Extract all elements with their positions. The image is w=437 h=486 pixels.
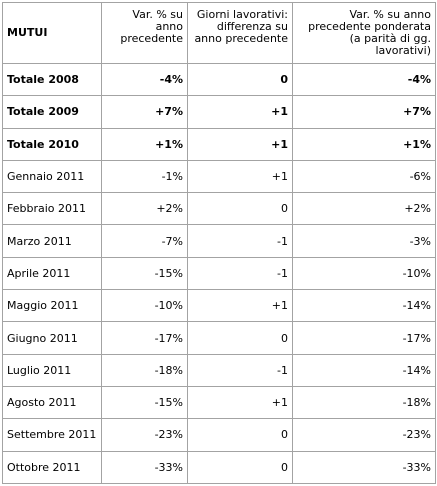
cell-var-percent: -15% — [101, 256, 188, 291]
cell-var-percent: -15% — [101, 385, 188, 420]
table-row: Luglio 2011 -18% -1 -14% — [2, 353, 436, 387]
row-label: Giugno 2011 — [2, 321, 102, 355]
table-row: Totale 2008 -4% 0 -4% — [2, 62, 436, 97]
row-label: Gennaio 2011 — [2, 159, 102, 194]
row-label: Luglio 2011 — [2, 353, 102, 387]
cell-var-ponderata: -18% — [292, 385, 436, 420]
header-row: MUTUI Var. % su anno precedente Giorni l… — [2, 2, 436, 64]
cell-var-percent: +7% — [101, 95, 188, 129]
row-label: Totale 2009 — [2, 95, 102, 129]
header-giorni-lavorativi: Giorni lavorativi: differenza su anno pr… — [187, 2, 293, 64]
table-row: Giugno 2011 -17% 0 -17% — [2, 321, 436, 355]
table-row: Maggio 2011 -10% +1 -14% — [2, 289, 436, 323]
cell-var-ponderata: -10% — [292, 256, 436, 291]
table-row: Totale 2010 +1% +1 +1% — [2, 127, 436, 161]
cell-var-ponderata: +7% — [292, 95, 436, 129]
cell-giorni-diff: +1 — [187, 385, 293, 420]
cell-var-percent: -17% — [101, 321, 188, 355]
row-label: Totale 2008 — [2, 62, 102, 97]
row-label: Aprile 2011 — [2, 256, 102, 291]
cell-var-percent: -4% — [101, 62, 188, 97]
cell-giorni-diff: 0 — [187, 450, 293, 485]
row-label: Maggio 2011 — [2, 289, 102, 323]
cell-var-ponderata: -17% — [292, 321, 436, 355]
row-label: Marzo 2011 — [2, 224, 102, 258]
header-mutui: MUTUI — [2, 2, 102, 64]
cell-giorni-diff: +1 — [187, 159, 293, 194]
row-label: Febbraio 2011 — [2, 192, 102, 226]
cell-var-percent: -33% — [101, 450, 188, 485]
cell-giorni-diff: -1 — [187, 353, 293, 387]
cell-var-ponderata: -14% — [292, 353, 436, 387]
cell-giorni-diff: -1 — [187, 256, 293, 291]
cell-giorni-diff: 0 — [187, 192, 293, 226]
table-row: Agosto 2011 -15% +1 -18% — [2, 385, 436, 420]
table-row: Ottobre 2011 -33% 0 -33% — [2, 450, 436, 485]
cell-var-ponderata: +1% — [292, 127, 436, 161]
cell-var-ponderata: -23% — [292, 418, 436, 452]
cell-giorni-diff: 0 — [187, 321, 293, 355]
cell-var-ponderata: -4% — [292, 62, 436, 97]
header-var-ponderata: Var. % su anno precedente ponderata (a p… — [292, 2, 436, 64]
cell-giorni-diff: -1 — [187, 224, 293, 258]
cell-giorni-diff: +1 — [187, 289, 293, 323]
cell-var-ponderata: +2% — [292, 192, 436, 226]
cell-giorni-diff: 0 — [187, 418, 293, 452]
cell-giorni-diff: +1 — [187, 127, 293, 161]
cell-var-percent: -23% — [101, 418, 188, 452]
row-label: Totale 2010 — [2, 127, 102, 161]
cell-giorni-diff: 0 — [187, 62, 293, 97]
cell-giorni-diff: +1 — [187, 95, 293, 129]
table-body: Totale 2008 -4% 0 -4% Totale 2009 +7% +1 +7% Tot… — [2, 62, 436, 485]
table-row: Gennaio 2011 -1% +1 -6% — [2, 159, 436, 194]
row-label: Ottobre 2011 — [2, 450, 102, 485]
table-row: Settembre 2011 -23% 0 -23% — [2, 418, 436, 452]
cell-var-percent: -1% — [101, 159, 188, 194]
cell-var-percent: -18% — [101, 353, 188, 387]
header-var-percent: Var. % su anno precedente — [101, 2, 188, 64]
cell-var-percent: +1% — [101, 127, 188, 161]
cell-var-percent: -10% — [101, 289, 188, 323]
cell-var-ponderata: -6% — [292, 159, 436, 194]
cell-var-ponderata: -33% — [292, 450, 436, 485]
cell-var-ponderata: -14% — [292, 289, 436, 323]
cell-var-ponderata: -3% — [292, 224, 436, 258]
cell-var-percent: -7% — [101, 224, 188, 258]
row-label: Agosto 2011 — [2, 385, 102, 420]
table-row: Marzo 2011 -7% -1 -3% — [2, 224, 436, 258]
table-row: Totale 2009 +7% +1 +7% — [2, 95, 436, 129]
cell-var-percent: +2% — [101, 192, 188, 226]
row-label: Settembre 2011 — [2, 418, 102, 452]
table-row: Aprile 2011 -15% -1 -10% — [2, 256, 436, 291]
table-row: Febbraio 2011 +2% 0 +2% — [2, 192, 436, 226]
